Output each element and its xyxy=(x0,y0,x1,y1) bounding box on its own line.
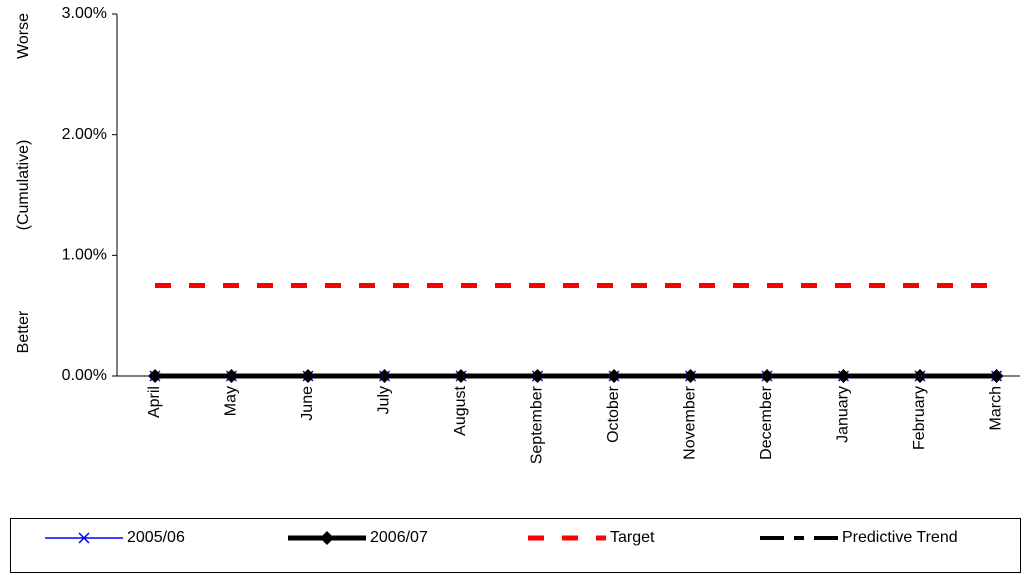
marker xyxy=(607,369,621,383)
y-tick-label: 1.00% xyxy=(62,247,107,264)
x-tick-label: January xyxy=(835,386,852,443)
x-tick-label: December xyxy=(758,385,775,459)
marker xyxy=(377,369,392,383)
x-tick-label: July xyxy=(376,386,393,414)
y-tick-label: 2.00% xyxy=(62,126,107,143)
x-tick-label: October xyxy=(605,385,622,443)
marker xyxy=(836,369,851,383)
legend-marker xyxy=(78,532,90,544)
marker xyxy=(913,369,927,383)
y-label-top: Worse xyxy=(15,13,32,59)
legend-label: Predictive Trend xyxy=(842,529,958,546)
marker xyxy=(683,369,698,383)
legend-marker xyxy=(320,531,334,545)
marker xyxy=(301,369,315,383)
marker xyxy=(148,369,162,383)
y-tick-label: 3.00% xyxy=(62,5,107,22)
y-tick-label: 0.00% xyxy=(62,367,107,384)
y-label-bottom: Better xyxy=(15,310,32,353)
x-tick-label: June xyxy=(299,386,316,421)
x-tick-label: February xyxy=(911,386,928,450)
marker xyxy=(224,369,239,383)
marker xyxy=(530,369,545,383)
legend-label: 2005/06 xyxy=(127,529,185,546)
x-tick-label: May xyxy=(223,386,240,416)
legend-label: 2006/07 xyxy=(370,529,428,546)
x-tick-label: November xyxy=(682,385,699,459)
legend-box xyxy=(10,518,1021,573)
legend-label: Target xyxy=(610,529,655,546)
x-tick-label: August xyxy=(452,385,469,435)
x-tick-label: September xyxy=(529,385,546,464)
x-tick-label: March xyxy=(988,386,1005,430)
marker xyxy=(760,369,774,383)
x-tick-label: April xyxy=(146,386,163,418)
marker xyxy=(454,369,468,383)
marker xyxy=(989,369,1004,383)
y-label: (Cumulative) xyxy=(15,140,32,231)
